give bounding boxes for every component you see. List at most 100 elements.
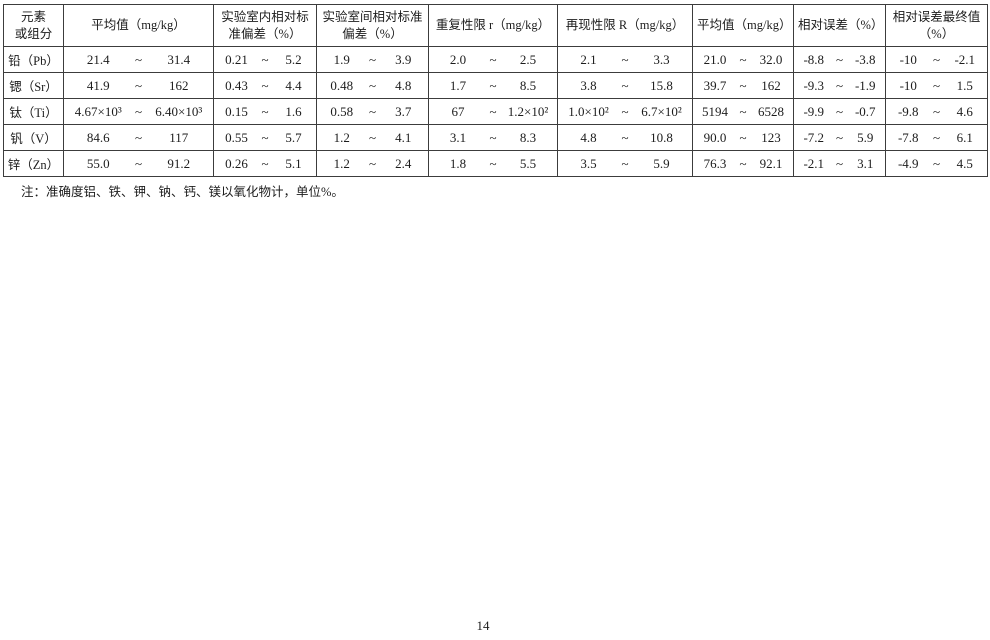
range-max: 123 <box>761 129 781 145</box>
range-min: 0.21 <box>225 51 248 67</box>
range-max: 5.2 <box>285 51 302 67</box>
range-max: 5.1 <box>285 155 302 171</box>
range-min: -9.9 <box>803 103 825 119</box>
range-min: -4.9 <box>897 155 919 171</box>
tilde-separator: ~ <box>261 155 269 171</box>
tilde-separator: ~ <box>134 129 143 145</box>
tilde-separator: ~ <box>489 103 497 119</box>
range-max: 92.1 <box>759 155 783 171</box>
range-cell-ti-inter-rsd: 0.58 ~3.7 <box>317 99 429 125</box>
range-max: 1.2×10² <box>507 103 549 119</box>
range-max: 4.4 <box>285 77 302 93</box>
element-name-cell: 铅（Pb） <box>4 47 64 73</box>
range-max: 4.6 <box>956 103 973 119</box>
tilde-separator: ~ <box>134 155 143 171</box>
tilde-separator: ~ <box>621 51 629 67</box>
range-max: -3.8 <box>854 51 876 67</box>
range-cell-sr-rel-error: -9.3 ~ -1.9 <box>794 73 886 99</box>
tilde-separator: ~ <box>835 77 844 93</box>
range-cell-v-repeatability: 3.1 ~8.3 <box>429 125 558 151</box>
range-cell-pb-mean1: 21.4 ~31.4 <box>64 47 214 73</box>
tilde-separator: ~ <box>489 51 497 67</box>
page-number: 14 <box>476 618 490 633</box>
range-min: 39.7 <box>703 77 727 93</box>
column-header-element: 元素 或组分 <box>4 5 64 47</box>
range-max: 5.9 <box>857 129 874 145</box>
range-min: 1.9 <box>333 51 350 67</box>
range-cell-sr-rel-error-final: -10 ~1.5 <box>886 73 988 99</box>
table-footnote: 注：准确度铝、铁、钾、钠、钙、镁以氧化物计，单位%。 <box>21 185 344 199</box>
range-min: 3.1 <box>449 129 467 145</box>
range-cell-v-rel-error: -7.2 ~5.9 <box>794 125 886 151</box>
range-max: 5.7 <box>285 129 302 145</box>
range-min: 0.26 <box>225 155 248 171</box>
range-max: 3.9 <box>395 51 412 67</box>
tilde-separator: ~ <box>134 103 143 119</box>
tilde-separator: ~ <box>621 103 629 119</box>
tilde-separator: ~ <box>368 51 377 67</box>
column-header-relative-error-final: 相对误差最终值（%） <box>886 5 988 47</box>
range-cell-zn-reproducibility: 3.5 ~5.9 <box>558 151 693 177</box>
range-max: 2.5 <box>519 51 537 67</box>
range-min: 2.1 <box>580 51 597 67</box>
range-cell-ti-mean2: 5194 ~6528 <box>693 99 794 125</box>
range-max: 162 <box>169 77 189 93</box>
tilde-separator: ~ <box>368 77 377 93</box>
range-min: 41.9 <box>86 77 110 93</box>
precision-accuracy-table: 元素 或组分 平均值（mg/kg） 实验室内相对标准偏差（%） 实验室间相对标准… <box>3 4 988 177</box>
element-name-cell: 锶（Sr） <box>4 73 64 99</box>
range-cell-sr-mean1: 41.9 ~162 <box>64 73 214 99</box>
range-max: 8.3 <box>519 129 537 145</box>
range-max: 32.0 <box>759 51 783 67</box>
range-cell-v-rel-error-final: -7.8 ~6.1 <box>886 125 988 151</box>
range-cell-pb-reproducibility: 2.1 ~3.3 <box>558 47 693 73</box>
range-min: 0.58 <box>330 103 354 119</box>
range-cell-sr-mean2: 39.7 ~162 <box>693 73 794 99</box>
tilde-separator: ~ <box>932 103 941 119</box>
range-min: -8.8 <box>803 51 825 67</box>
tilde-separator: ~ <box>835 155 844 171</box>
element-name-cell: 钒（V） <box>4 125 64 151</box>
range-max: 15.8 <box>650 77 673 93</box>
tilde-separator: ~ <box>739 51 747 67</box>
range-cell-sr-repeatability: 1.7 ~8.5 <box>429 73 558 99</box>
range-cell-zn-mean2: 76.3 ~92.1 <box>693 151 794 177</box>
range-max: 162 <box>761 77 781 93</box>
range-min: 55.0 <box>86 155 110 171</box>
range-cell-pb-rel-error-final: -10 ~ -2.1 <box>886 47 988 73</box>
range-cell-zn-intra-rsd: 0.26 ~5.1 <box>214 151 317 177</box>
range-max: 5.9 <box>653 155 670 171</box>
range-min: -9.3 <box>803 77 825 93</box>
tilde-separator: ~ <box>739 155 747 171</box>
range-max: -1.9 <box>854 77 876 93</box>
range-max: -2.1 <box>954 51 976 67</box>
tilde-separator: ~ <box>739 103 747 119</box>
range-min: 0.15 <box>225 103 248 119</box>
range-min: 1.2 <box>333 129 350 145</box>
range-cell-v-reproducibility: 4.8 ~10.8 <box>558 125 693 151</box>
range-min: 5194 <box>702 103 728 119</box>
range-min: -7.2 <box>803 129 825 145</box>
range-min: 21.0 <box>703 51 727 67</box>
range-cell-v-inter-rsd: 1.2 ~4.1 <box>317 125 429 151</box>
range-cell-pb-mean2: 21.0 ~32.0 <box>693 47 794 73</box>
tilde-separator: ~ <box>739 77 747 93</box>
range-cell-ti-reproducibility: 1.0×10² ~6.7×10² <box>558 99 693 125</box>
element-name-cell: 锌（Zn） <box>4 151 64 177</box>
tilde-separator: ~ <box>621 77 629 93</box>
range-max: 3.7 <box>395 103 412 119</box>
range-min: -10 <box>899 51 917 67</box>
range-cell-sr-inter-rsd: 0.48 ~4.8 <box>317 73 429 99</box>
range-max: 3.1 <box>857 155 874 171</box>
range-max: 4.1 <box>395 129 412 145</box>
range-cell-v-mean1: 84.6 ~117 <box>64 125 214 151</box>
range-max: 31.4 <box>167 51 191 67</box>
range-min: 3.5 <box>580 155 597 171</box>
range-max: 2.4 <box>395 155 412 171</box>
tilde-separator: ~ <box>932 129 941 145</box>
range-cell-pb-inter-rsd: 1.9 ~3.9 <box>317 47 429 73</box>
tilde-separator: ~ <box>261 77 269 93</box>
tilde-separator: ~ <box>621 155 629 171</box>
range-max: 5.5 <box>519 155 537 171</box>
range-min: -10 <box>899 77 917 93</box>
